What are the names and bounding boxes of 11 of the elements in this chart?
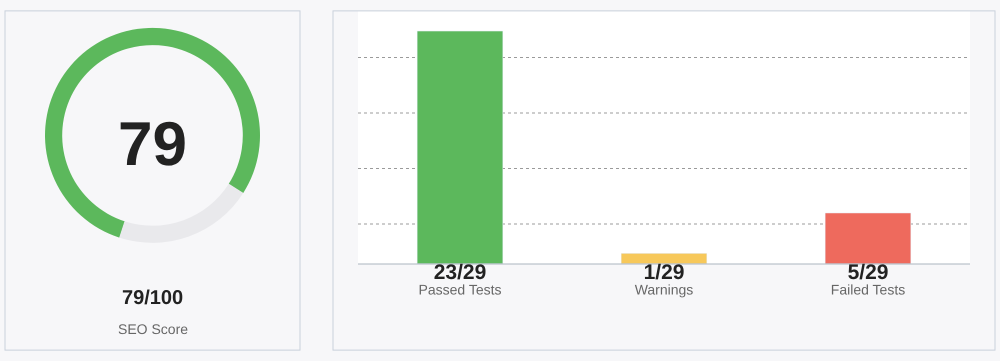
- x-tick-label: Warnings: [634, 282, 694, 298]
- x-tick-label: Failed Tests: [830, 282, 906, 298]
- donut-slice: [45, 28, 260, 238]
- text: 79: [118, 110, 187, 179]
- x-tick-label: Passed Tests: [418, 282, 502, 298]
- data-label: 5/29: [848, 260, 888, 284]
- text: SEO Score: [118, 321, 188, 337]
- data-label: 1/29: [644, 260, 684, 284]
- donut-slice: [119, 184, 244, 243]
- data-label: 23/29: [434, 260, 486, 284]
- text: 79/100: [122, 287, 184, 309]
